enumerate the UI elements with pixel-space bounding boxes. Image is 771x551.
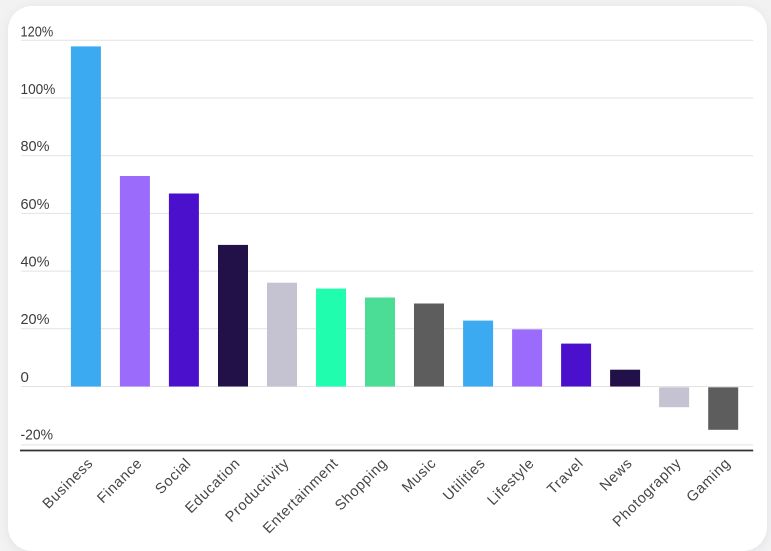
svg-text:Finance: Finance: [94, 456, 145, 507]
svg-text:Music: Music: [399, 456, 440, 497]
svg-text:100%: 100%: [21, 81, 56, 98]
svg-text:Social: Social: [153, 456, 195, 498]
svg-text:60%: 60%: [21, 196, 50, 213]
svg-text:Travel: Travel: [545, 456, 587, 498]
svg-text:0: 0: [21, 369, 29, 386]
svg-text:Utilities: Utilities: [440, 456, 489, 505]
svg-text:40%: 40%: [21, 254, 50, 271]
svg-text:Business: Business: [40, 456, 97, 513]
svg-text:News: News: [597, 456, 636, 495]
svg-text:120%: 120%: [21, 23, 54, 40]
svg-text:80%: 80%: [21, 138, 50, 155]
svg-text:Gaming: Gaming: [684, 456, 734, 506]
svg-text:20%: 20%: [21, 311, 50, 328]
svg-text:Shopping: Shopping: [332, 456, 391, 515]
svg-text:Lifestyle: Lifestyle: [485, 456, 538, 509]
svg-text:-20%: -20%: [21, 427, 54, 444]
